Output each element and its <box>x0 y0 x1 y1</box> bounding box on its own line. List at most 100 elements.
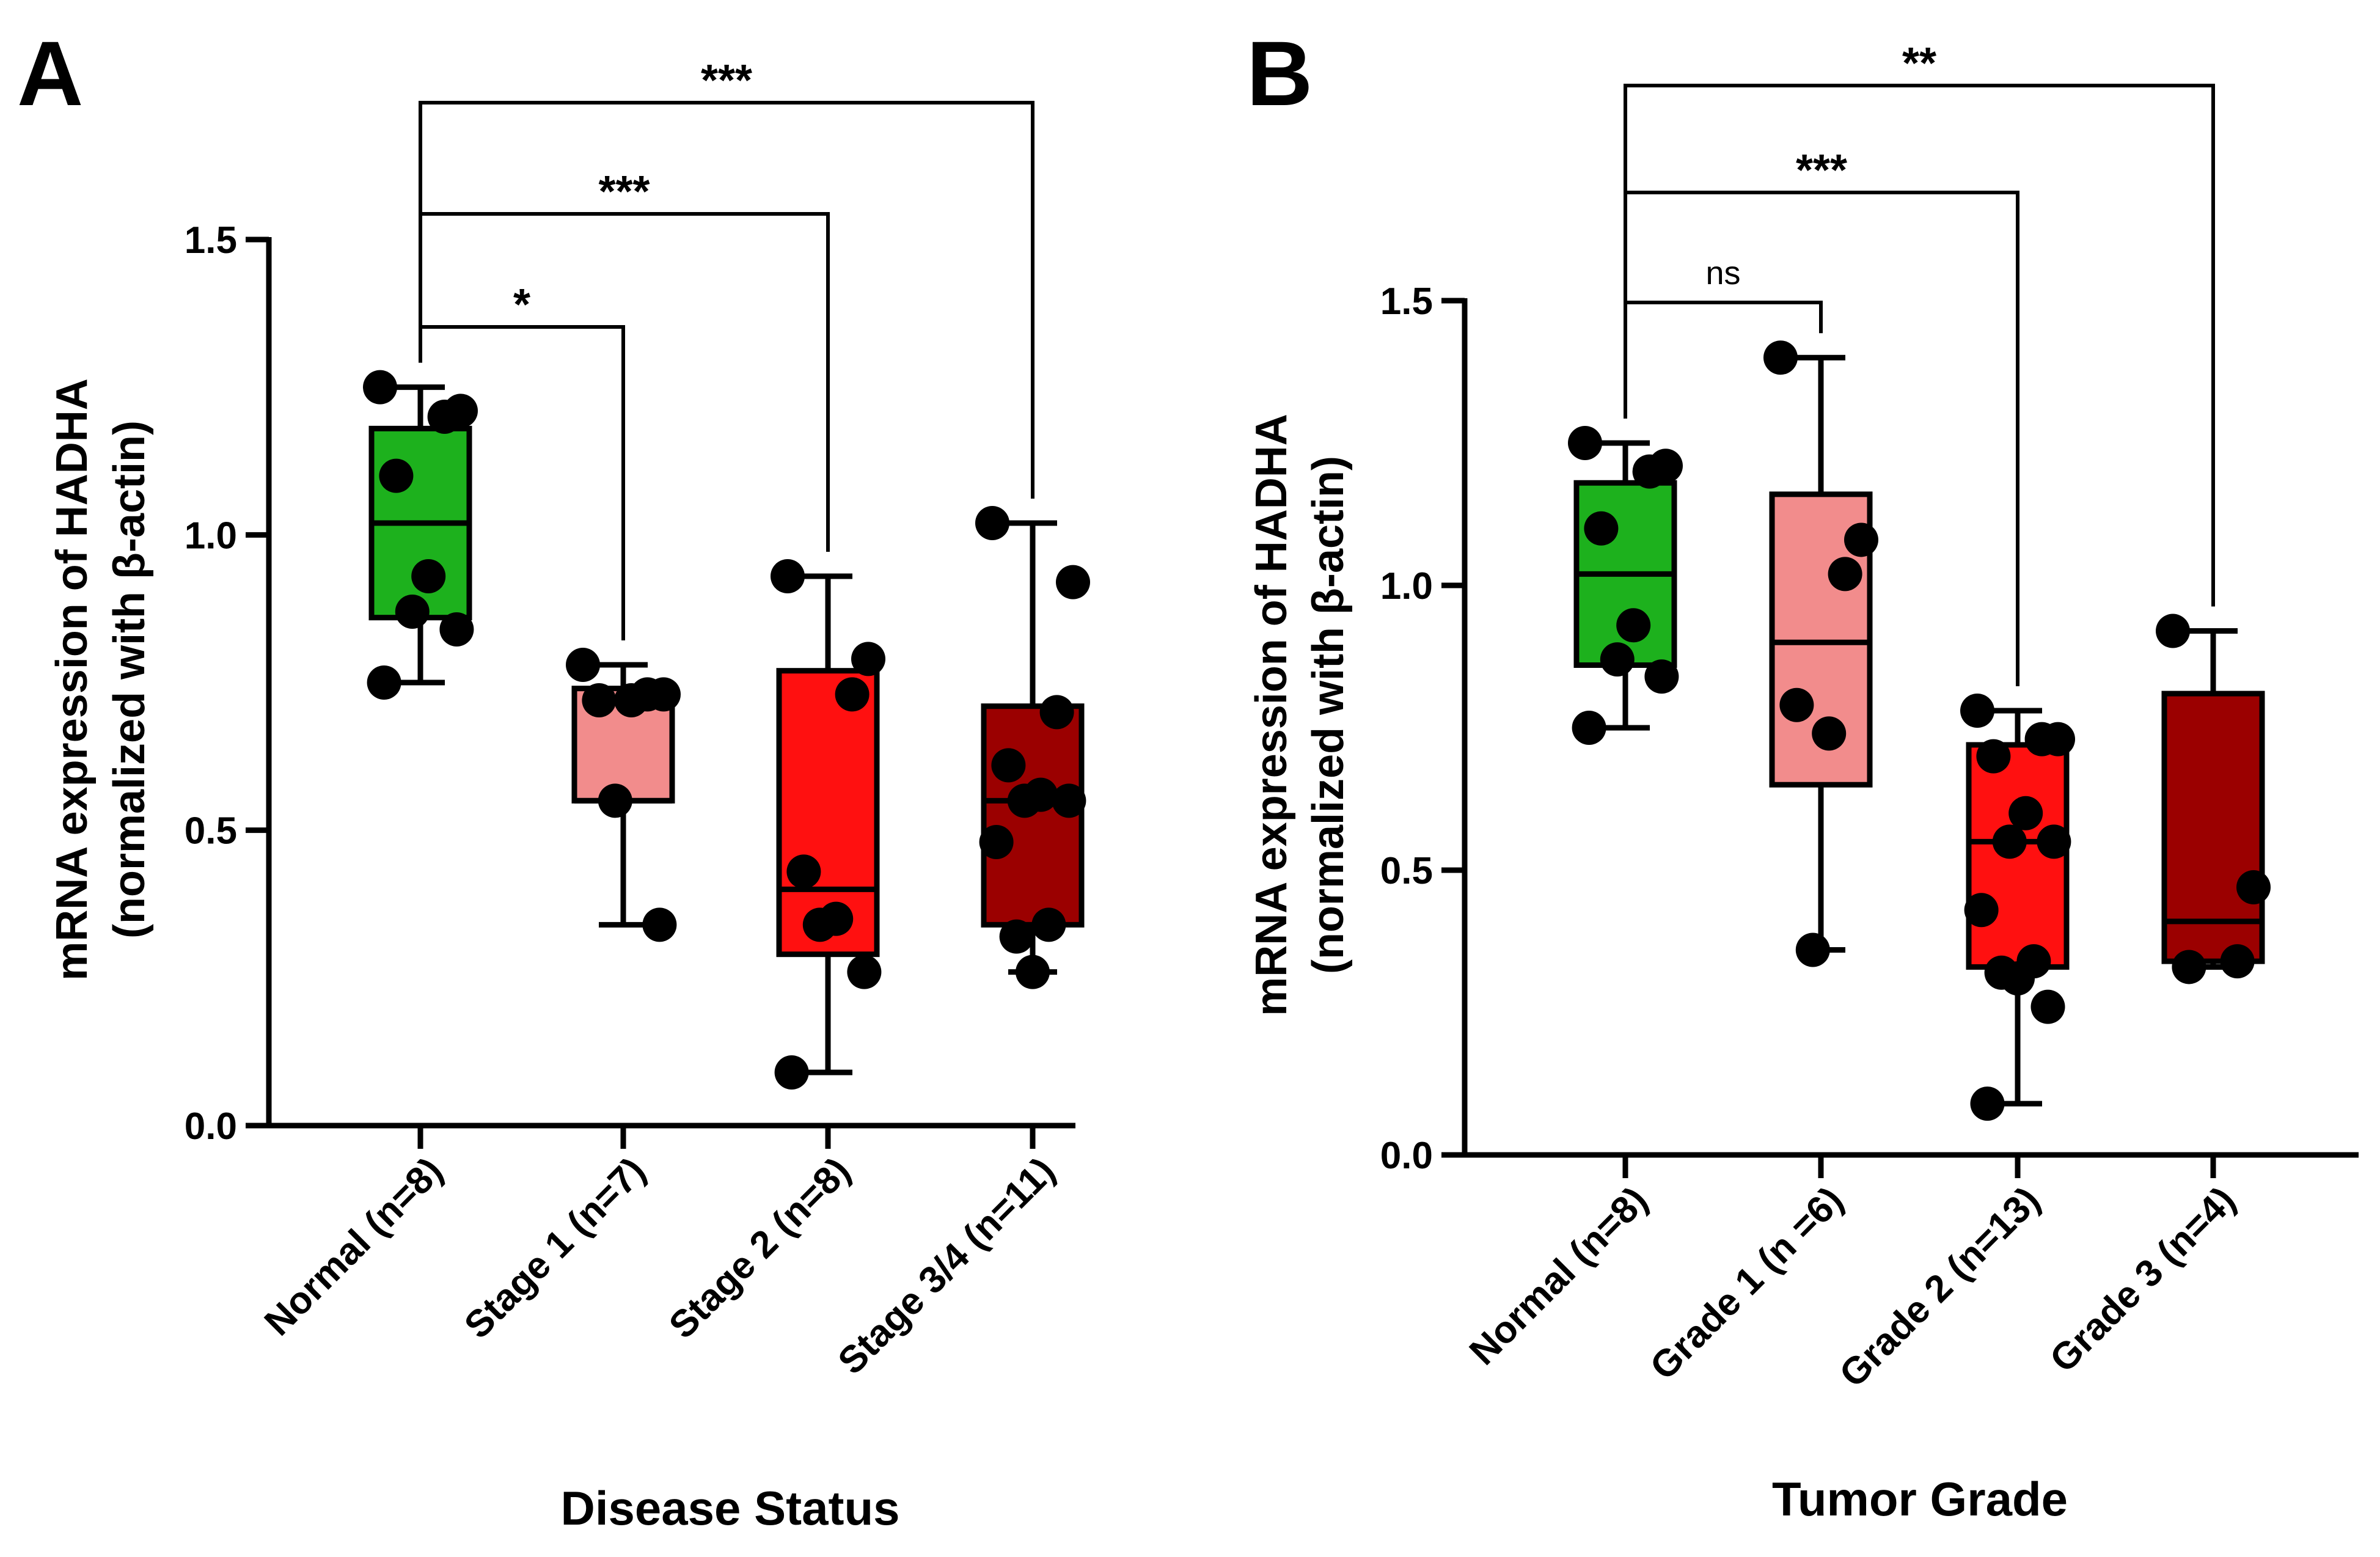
box-group-2 <box>1763 340 1878 967</box>
x-tick-label: Grade 1 (n =6) <box>1642 1179 1851 1388</box>
y-axis-label-line-1: mRNA expression of HADHA <box>1247 414 1296 1016</box>
x-tick-label: Stage 2 (n=8) <box>661 1149 859 1347</box>
data-point <box>439 612 474 647</box>
data-point <box>1052 783 1086 818</box>
panel-label-b: B <box>1247 22 1313 125</box>
y-tick-label: 1.0 <box>1380 565 1433 607</box>
data-point <box>367 665 401 700</box>
data-point <box>1779 687 1814 722</box>
data-point <box>2156 614 2190 648</box>
box-iqr <box>2161 691 2265 964</box>
significance-bracket <box>419 101 1034 499</box>
data-point <box>991 748 1026 783</box>
data-point <box>771 559 805 593</box>
data-point <box>1970 1086 2005 1121</box>
y-tick-label: 0.0 <box>185 1105 237 1148</box>
data-point <box>2220 944 2255 979</box>
panel-label-a: A <box>17 22 83 125</box>
significance-label: *** <box>701 56 752 105</box>
y-axis-label-line-1: mRNA expression of HADHA <box>48 378 97 980</box>
data-point <box>999 919 1034 954</box>
data-point <box>851 642 885 676</box>
data-point <box>1031 907 1066 942</box>
data-point <box>1039 695 1074 730</box>
box-group-4 <box>975 506 1090 989</box>
significance-label: *** <box>598 167 650 216</box>
data-point <box>975 506 1009 540</box>
data-point <box>1795 932 1830 967</box>
significance-bracket <box>419 212 830 552</box>
box-group-1 <box>363 370 478 700</box>
x-tick-label: Normal (n=8) <box>1462 1179 1656 1373</box>
significance-bracket <box>1624 84 2215 607</box>
data-point <box>614 683 649 717</box>
data-point <box>2024 722 2059 757</box>
panel-a: A 0.0 0.5 1.0 1.5 mRNA expression of HADHA (n… <box>17 22 1090 1535</box>
data-point <box>598 783 632 818</box>
data-point <box>363 370 397 405</box>
data-point <box>1844 522 1878 557</box>
x-axis-title: Disease Status <box>561 1481 900 1535</box>
box-group-3 <box>771 559 885 1090</box>
significance-label: ** <box>1902 39 1936 88</box>
data-point <box>1007 783 1042 818</box>
data-point <box>1763 340 1798 375</box>
data-point <box>786 854 821 889</box>
data-point <box>1964 893 1999 928</box>
y-tick-label: 0.5 <box>185 810 237 852</box>
x-tick-label: Stage 1 (n=7) <box>456 1149 654 1347</box>
significance-bracket <box>419 325 625 640</box>
x-tick-label: Normal (n=8) <box>257 1149 451 1344</box>
x-tick-label: Grade 3 (n=4) <box>2042 1179 2244 1380</box>
data-point <box>1056 565 1090 599</box>
box-group-1 <box>1568 426 1683 745</box>
data-point <box>2236 870 2271 904</box>
data-point <box>2001 961 2035 996</box>
y-tick-label: 1.0 <box>185 515 237 557</box>
y-tick-label: 1.5 <box>1380 280 1433 323</box>
box-group-2 <box>566 648 681 942</box>
x-tick-label: Grade 2 (n=13) <box>1831 1179 2048 1396</box>
significance-label: * <box>513 280 530 329</box>
significance-bracket <box>1624 301 1823 419</box>
data-point <box>1960 694 1994 728</box>
y-tick-label: 1.5 <box>185 219 237 262</box>
data-point <box>1616 608 1651 643</box>
box-group-4 <box>2156 614 2271 984</box>
data-point <box>642 907 677 942</box>
data-point <box>411 559 446 593</box>
data-point <box>2008 796 2043 830</box>
data-point <box>1632 454 1667 489</box>
data-point <box>835 677 870 712</box>
data-point <box>1016 954 1050 989</box>
box-group-3 <box>1960 694 2075 1121</box>
data-point <box>979 825 1014 859</box>
data-point <box>1828 557 1862 592</box>
significance-label: *** <box>1796 146 1847 195</box>
data-point <box>2030 989 2065 1024</box>
x-axis-title: Tumor Grade <box>1772 1472 2068 1526</box>
y-tick-label: 0.5 <box>1380 850 1433 892</box>
data-point <box>2037 824 2071 859</box>
data-point <box>582 683 617 717</box>
data-point <box>1572 711 1606 745</box>
data-point <box>1992 824 2027 859</box>
data-point <box>1600 642 1635 677</box>
data-point <box>1812 716 1847 751</box>
significance-bracket <box>1624 191 2019 687</box>
data-point <box>1568 426 1602 460</box>
data-point <box>566 648 600 682</box>
data-point <box>802 907 837 942</box>
y-axis-label-line-2: (normalized with β-actin) <box>105 420 154 939</box>
data-point <box>847 954 882 989</box>
x-tick-label: Stage 3/4 (n=11) <box>830 1149 1063 1382</box>
data-point <box>395 595 430 629</box>
data-point <box>427 400 462 434</box>
data-point <box>379 458 414 493</box>
data-point <box>2172 950 2206 984</box>
data-point <box>1644 659 1679 694</box>
y-tick-label: 0.0 <box>1380 1135 1433 1177</box>
significance-label: ns <box>1705 255 1740 291</box>
y-axis-label-line-2: (normalized with β-actin) <box>1304 456 1353 974</box>
